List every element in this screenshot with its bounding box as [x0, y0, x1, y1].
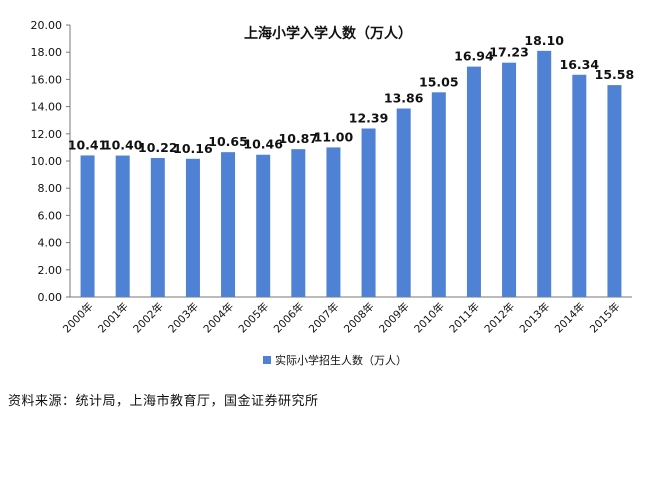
x-tick-label: 2004年 — [201, 300, 237, 336]
bar — [150, 158, 165, 297]
data-label: 18.10 — [524, 33, 564, 48]
bar-series — [80, 50, 622, 298]
x-tick-label: 2002年 — [130, 300, 166, 336]
bar — [396, 108, 411, 297]
data-label: 15.58 — [595, 67, 635, 82]
x-tick-label: 2006年 — [271, 300, 307, 336]
x-axis-labels: 2000年 2001年 2002年 2003年 2004年 2005年 2006年 2007年… — [60, 300, 622, 336]
data-label: 12.39 — [349, 110, 389, 125]
x-tick-label: 2005年 — [236, 300, 272, 336]
bar — [361, 128, 376, 297]
chart-title: 上海小学入学人数（万人） — [244, 25, 412, 42]
bar — [537, 50, 552, 298]
x-tick-label: 2009年 — [376, 300, 412, 336]
data-label: 10.22 — [138, 140, 178, 155]
x-tick-label: 2015年 — [587, 300, 623, 336]
bar — [431, 92, 446, 297]
bar — [572, 74, 587, 297]
x-tick-label: 2010年 — [411, 300, 447, 336]
data-label: 10.16 — [173, 141, 213, 156]
legend-swatch — [263, 356, 271, 364]
y-tick-label: 8.00 — [38, 182, 63, 195]
bar — [185, 158, 200, 297]
y-tick-label: 14.00 — [31, 101, 63, 114]
x-tick-label: 2001年 — [95, 300, 131, 336]
bar — [607, 85, 622, 297]
bar — [466, 66, 481, 297]
y-tick-label: 2.00 — [38, 264, 63, 277]
bar — [115, 155, 130, 297]
legend-label: 实际小学招生人数（万人） — [275, 353, 407, 367]
data-labels: 10.4110.4010.2210.1610.6510.4610.8711.00… — [68, 33, 634, 156]
x-tick-label: 2014年 — [552, 300, 588, 336]
data-label: 16.34 — [560, 57, 600, 72]
y-tick-label: 16.00 — [31, 73, 63, 86]
bar — [256, 154, 271, 297]
y-tick-label: 0.00 — [38, 291, 63, 304]
x-tick-label: 2003年 — [166, 300, 202, 336]
y-tick-label: 10.00 — [31, 155, 63, 168]
y-tick-label: 6.00 — [38, 209, 63, 222]
data-label: 15.05 — [419, 74, 459, 89]
x-tick-label: 2013年 — [517, 300, 553, 336]
data-label: 16.94 — [454, 49, 494, 64]
data-label: 10.40 — [103, 138, 143, 153]
bar — [291, 149, 306, 297]
y-tick-label: 12.00 — [31, 128, 63, 141]
data-label: 10.65 — [208, 134, 248, 149]
x-tick-label: 2008年 — [341, 300, 377, 336]
y-tick-label: 4.00 — [38, 237, 63, 250]
x-tick-label: 2011年 — [447, 300, 483, 336]
data-label: 10.41 — [68, 137, 108, 152]
y-tick-label: 18.00 — [31, 46, 63, 59]
y-axis: 0.00 2.00 4.00 6.00 8.00 10.00 12.00 14.00 16.00… — [31, 19, 632, 304]
bar — [221, 152, 236, 297]
source-note: 资料来源：统计局，上海市教育厅，国金证券研究所 — [8, 394, 319, 409]
legend: 实际小学招生人数（万人） — [263, 353, 407, 367]
x-tick-label: 2000年 — [60, 300, 96, 336]
bar — [326, 147, 341, 297]
data-label: 11.00 — [314, 129, 354, 144]
data-label: 10.46 — [243, 137, 283, 152]
x-tick-label: 2012年 — [482, 300, 518, 336]
data-label: 13.86 — [384, 91, 424, 106]
bar — [502, 62, 517, 298]
bar-chart: 上海小学入学人数（万人） 0.00 2.00 4.00 6.00 8.00 10.00 12… — [31, 19, 635, 367]
data-label: 10.87 — [279, 131, 319, 146]
x-tick-label: 2007年 — [306, 300, 342, 336]
bar — [80, 155, 95, 297]
data-label: 17.23 — [489, 45, 529, 60]
y-tick-label: 20.00 — [31, 19, 63, 32]
